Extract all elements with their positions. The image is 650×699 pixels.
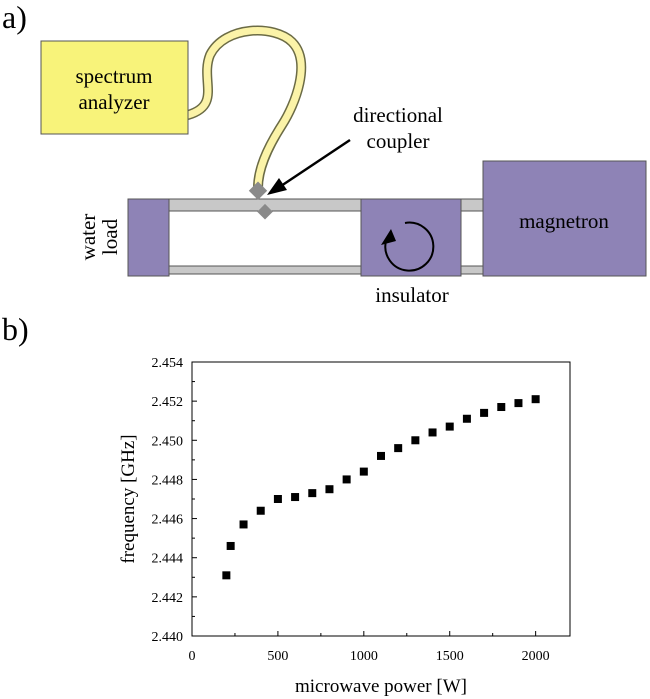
data-series — [222, 395, 540, 580]
panel-b-label: b) — [2, 311, 29, 347]
coupler-upper — [248, 181, 268, 200]
x-axis-title: microwave power [W] — [295, 676, 467, 697]
magnetron-box — [482, 160, 647, 277]
data-point — [308, 489, 317, 498]
spectrum-analyzer-box — [40, 40, 189, 135]
directional-coupler-label-2: coupler — [367, 129, 430, 153]
data-point — [462, 414, 471, 423]
setup-diagram: spectrum analyzer water load insulator m… — [40, 25, 647, 307]
spectrum-analyzer-label-1: spectrum — [76, 64, 153, 88]
y-axis-title: frequency [GHz] — [118, 434, 139, 563]
insulator-box — [360, 198, 462, 277]
spectrum-analyzer-label-2: analyzer — [78, 90, 149, 114]
data-point — [239, 520, 248, 529]
y-tick-label: 2.440 — [152, 630, 184, 645]
data-point — [428, 428, 437, 437]
data-point — [256, 506, 265, 515]
y-tick-label: 2.442 — [152, 591, 184, 606]
data-point — [342, 475, 351, 484]
scatter-chart: 0 500 1000 1500 2000 2.4402.4422.4442.4462.4… — [118, 356, 571, 697]
data-point — [497, 403, 506, 412]
data-point — [325, 485, 334, 494]
y-tick-label: 2.444 — [152, 552, 184, 567]
water-load-label-1: water — [76, 214, 100, 261]
x-axis: 0 500 1000 1500 2000 — [189, 631, 550, 664]
coupler-lower — [257, 203, 273, 220]
y-tick-label: 2.446 — [152, 513, 184, 528]
water-load-label-2: load — [98, 218, 122, 255]
coupler-pointer-arrow — [277, 138, 351, 190]
data-point — [394, 444, 403, 453]
magnetron-label: magnetron — [519, 209, 609, 233]
circulator-arrowhead-icon — [381, 229, 396, 245]
x-tick-label: 0 — [189, 649, 196, 664]
data-point — [411, 436, 420, 445]
x-tick-label: 1500 — [436, 649, 464, 664]
x-tick-label: 500 — [267, 649, 288, 664]
data-point — [531, 395, 540, 404]
data-point — [222, 571, 231, 580]
panel-a-label: a) — [2, 0, 27, 35]
y-axis: 2.440 2.442 2.444 2.446 2.448 2.450 2.452 2.454 — [152, 356, 197, 645]
plot-frame — [191, 361, 571, 637]
data-point — [514, 399, 523, 408]
data-point — [226, 541, 235, 550]
y-tick-label: 2.452 — [152, 395, 184, 410]
insulator-label: insulator — [375, 283, 449, 307]
y-tick-label: 2.450 — [152, 434, 184, 449]
data-point — [359, 467, 368, 476]
y-tick-label: 2.454 — [152, 356, 184, 371]
data-point — [445, 422, 454, 431]
data-point — [377, 451, 385, 460]
cable — [184, 27, 305, 192]
circulator-arrow-icon — [384, 221, 435, 272]
y-tick-label: 2.448 — [152, 473, 184, 488]
water-load-box — [127, 198, 170, 277]
x-tick-label: 1000 — [350, 649, 378, 664]
directional-coupler-label-1: directional — [353, 103, 443, 127]
data-point — [273, 495, 282, 503]
data-point — [291, 493, 300, 502]
data-point — [480, 408, 489, 417]
coupler-pointer-arrowhead-icon — [267, 178, 287, 195]
x-tick-label: 2000 — [522, 649, 550, 664]
